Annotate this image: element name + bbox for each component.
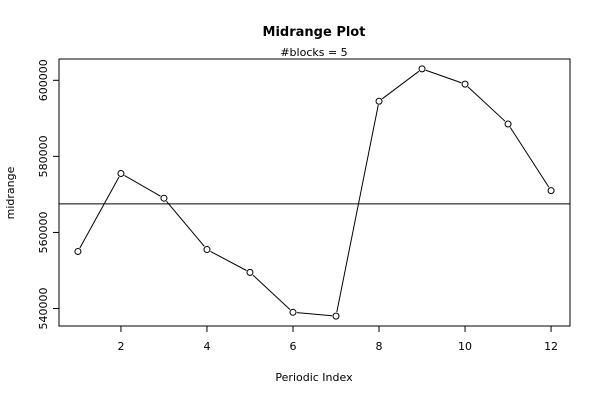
y-axis: 540000 560000 580000 600000 <box>37 59 59 330</box>
data-point <box>461 80 469 88</box>
series-line-segment <box>252 274 291 310</box>
data-point <box>203 246 211 254</box>
series-line-segment <box>509 127 550 188</box>
chart-title: Midrange Plot <box>263 25 366 40</box>
y-axis-label: midrange <box>4 166 17 219</box>
x-tick-label: 10 <box>458 340 472 353</box>
y-tick-label: 540000 <box>37 288 50 330</box>
data-point <box>246 268 254 276</box>
x-tick-label: 2 <box>117 340 124 353</box>
y-tick-label: 580000 <box>37 135 50 177</box>
y-tick-label: 600000 <box>37 59 50 101</box>
series-line-segment <box>425 69 462 84</box>
series-layer <box>74 65 555 320</box>
series-line-segment <box>79 176 120 249</box>
x-axis: 2 4 6 8 10 12 <box>117 326 558 353</box>
data-point <box>160 194 168 202</box>
data-point <box>117 169 125 177</box>
series-line-segment <box>467 86 506 122</box>
series-line-segment <box>296 312 333 317</box>
x-tick-label: 12 <box>544 340 558 353</box>
x-tick-label: 4 <box>203 340 210 353</box>
x-tick-label: 8 <box>376 340 383 353</box>
chart-subtitle: #blocks = 5 <box>280 46 347 59</box>
data-point <box>289 308 297 316</box>
data-point <box>74 247 82 255</box>
x-axis-label: Periodic Index <box>275 371 353 384</box>
x-tick-label: 6 <box>289 340 296 353</box>
series-line-segment <box>336 105 379 313</box>
series-line-segment <box>124 175 161 197</box>
data-point <box>418 65 426 73</box>
series-line-segment <box>381 70 420 100</box>
data-point <box>332 312 340 320</box>
plot-frame <box>58 58 571 327</box>
data-point <box>504 120 512 128</box>
y-tick-label: 560000 <box>37 211 50 253</box>
series-line-segment <box>166 200 205 247</box>
data-point <box>547 187 555 195</box>
series-line-segment <box>210 250 247 271</box>
data-point <box>375 97 383 105</box>
